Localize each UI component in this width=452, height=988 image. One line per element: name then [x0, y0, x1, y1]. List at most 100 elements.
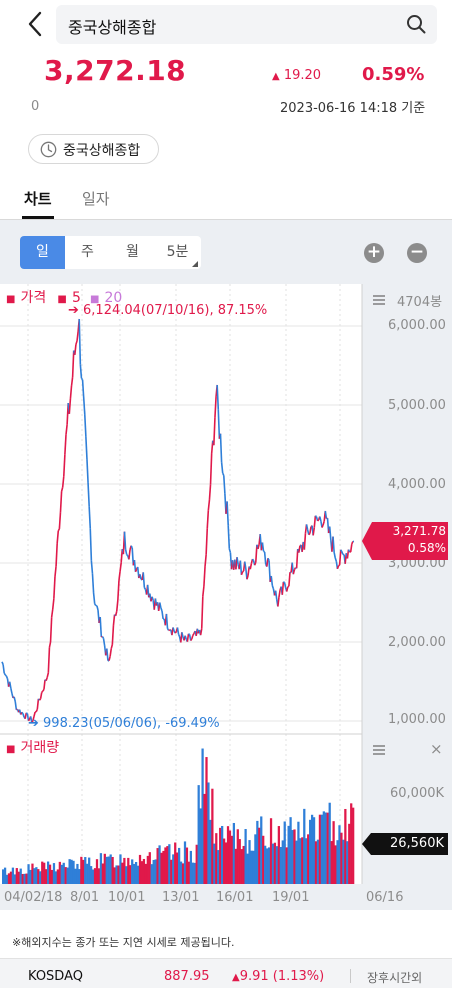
volume-bar: [295, 840, 298, 884]
volume-y-tick: 60,000K: [390, 786, 445, 801]
volume-bar: [172, 854, 175, 884]
ticker-bar[interactable]: KOSDAQ 887.95 ▲9.91 (1.13%) 장후시간외: [0, 958, 452, 988]
chevron-left-icon: [28, 11, 42, 37]
price-legend: ■ 가격 ■ 5 ■ 20: [6, 287, 122, 307]
volume-bar: [267, 847, 271, 884]
chip-label: 중국상해종합: [63, 143, 141, 159]
plot-area[interactable]: [0, 284, 362, 884]
volume-bar: [244, 829, 247, 884]
price-line-segment: [112, 614, 116, 626]
volume-menu-icon[interactable]: [372, 744, 386, 756]
index-chip[interactable]: 중국상해종합: [28, 134, 159, 164]
volume-bar: [52, 863, 56, 884]
price-change: ▲ 19.20: [272, 68, 321, 83]
x-tick-label: 8/01: [70, 890, 100, 905]
period-weekly[interactable]: 주: [81, 244, 94, 260]
tab-daily[interactable]: 일자: [82, 190, 110, 208]
volume-bar: [179, 861, 183, 884]
volume-bar: [140, 861, 144, 884]
close-volume-button[interactable]: ×: [430, 740, 443, 758]
volume-bar: [328, 802, 331, 884]
price-line-segment: [220, 462, 224, 474]
period-monthly[interactable]: 월: [126, 244, 139, 260]
price-line-segment: [159, 602, 162, 609]
period-daily[interactable]: 일: [20, 236, 65, 269]
price-line-segment: [111, 625, 115, 645]
price-line-segment: [328, 526, 332, 541]
volume-bar: [330, 841, 333, 884]
price-line-segment: [321, 524, 324, 528]
volume-bar: [236, 829, 239, 884]
volume-bar: [31, 863, 34, 884]
price-line-segment: [41, 690, 44, 693]
arrow-right-icon: ➔: [28, 716, 44, 731]
price-line-segment: [39, 692, 43, 699]
price-line-segment: [227, 525, 231, 549]
price-line-segment: [314, 515, 317, 518]
search-icon[interactable]: [405, 13, 427, 35]
price-line-segment: [334, 557, 338, 562]
zoom-in-button[interactable]: +: [364, 243, 384, 263]
volume-bar: [275, 846, 279, 884]
volume-bar: [352, 807, 355, 884]
volume-bar: [181, 863, 185, 884]
volume-bar: [340, 832, 343, 884]
volume-bar: [342, 839, 345, 884]
min-annotation: ➔ 998.23(05/06/06), -69.49%: [28, 716, 220, 731]
search-text: 중국상해종합: [68, 18, 157, 37]
price-line-segment: [70, 377, 74, 387]
back-button[interactable]: [22, 8, 50, 40]
volume-bar: [15, 868, 18, 884]
price-line-segment: [82, 396, 86, 415]
volume-bar: [113, 867, 116, 884]
ticker-change-value: 9.91 (1.13%): [239, 969, 325, 984]
price-line-segment: [200, 596, 204, 629]
volume-bar: [273, 842, 277, 884]
search-bar[interactable]: 중국상해종합: [56, 5, 437, 44]
price-line-segment: [10, 688, 13, 694]
timestamp: 2023-06-16 14:18 기준: [280, 101, 426, 116]
price-line-segment: [58, 512, 62, 529]
zoom-out-button[interactable]: −: [407, 243, 427, 263]
volume-bar: [39, 871, 42, 884]
ticker-name: KOSDAQ: [28, 969, 83, 984]
volume-bar: [271, 843, 275, 884]
volume-bar: [17, 871, 20, 884]
volume-bar: [66, 867, 69, 884]
volume-bar: [103, 853, 106, 884]
volume-bar: [193, 862, 196, 884]
volume-bar: [41, 861, 44, 884]
volume-bar: [348, 823, 351, 884]
price-line-segment: [160, 607, 163, 612]
price-line-segment: [191, 635, 194, 640]
volume-bar: [344, 808, 347, 884]
volume-bar: [226, 826, 230, 884]
tag-rate: 0.58%: [407, 541, 446, 555]
arrow-right-icon: ➔: [68, 303, 84, 318]
volume-bar: [148, 852, 151, 884]
y-tick-label: 6,000.00: [388, 318, 446, 333]
volume-bar: [332, 821, 335, 884]
price-line-segment: [209, 453, 213, 485]
volume-bar: [320, 814, 324, 884]
x-tick-label: 16/01: [216, 890, 254, 905]
price-line-segment: [69, 385, 73, 400]
x-tick-label: 06/16: [366, 890, 404, 905]
volume-bar: [125, 866, 128, 884]
price-line-segment: [109, 648, 113, 657]
min-annotation-text: 998.23(05/06/06), -69.49%: [43, 716, 220, 731]
volume-bar: [76, 863, 79, 884]
volume-bar: [88, 857, 91, 884]
price-line-segment: [287, 585, 290, 588]
volume-bar: [262, 835, 265, 884]
price-line-segment: [14, 701, 18, 710]
price-line-segment: [119, 562, 122, 572]
period-5min[interactable]: 5분: [166, 244, 189, 260]
price-line-segment: [126, 554, 129, 557]
price-line-segment: [134, 568, 138, 573]
volume-bar: [170, 859, 173, 884]
price-line-segment: [221, 472, 225, 476]
menu-icon[interactable]: [372, 294, 386, 306]
volume-bar: [324, 812, 327, 884]
tab-chart[interactable]: 차트: [24, 190, 52, 208]
